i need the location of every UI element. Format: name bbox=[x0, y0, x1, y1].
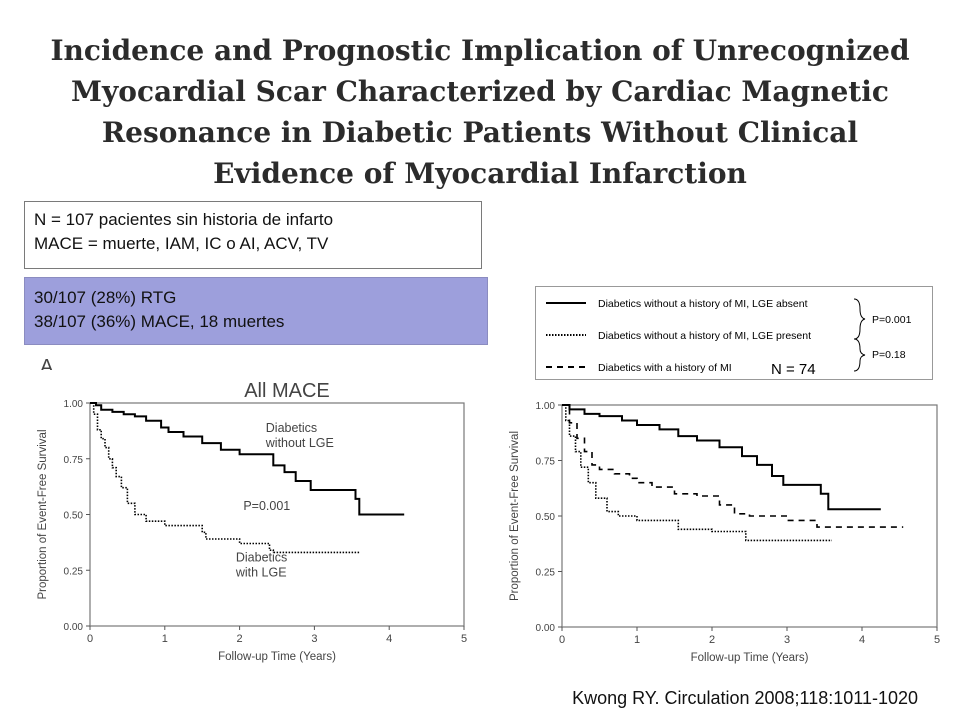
series-line-solid bbox=[90, 402, 405, 516]
citation: Kwong RY. Circulation 2008;118:1011-1020 bbox=[572, 688, 918, 708]
title-line: Evidence of Myocardial Infarction bbox=[213, 157, 747, 190]
annotation-line: Diabetics bbox=[236, 550, 287, 564]
annotation-line: without LGE bbox=[265, 436, 334, 450]
x-tick-label: 5 bbox=[934, 634, 940, 646]
info-line: MACE = muerte, IAM, IC o AI, ACV, TV bbox=[34, 234, 329, 253]
study-info-box: N = 107 pacientes sin historia de infart… bbox=[24, 201, 482, 269]
y-tick-label: 0.75 bbox=[64, 455, 84, 466]
y-tick-label: 1.00 bbox=[536, 401, 556, 412]
y-tick-label: 0.75 bbox=[536, 457, 556, 468]
x-tick-label: 0 bbox=[559, 634, 565, 646]
series-line-solid bbox=[562, 404, 881, 511]
x-tick-label: 3 bbox=[311, 633, 317, 645]
y-axis-label: Proportion of Event-Free Survival bbox=[509, 431, 521, 601]
survival-chart-all-mace: 0 1 2 3 4 5 0.00 0.25 0.50 0.75 1.00 Follow-up Time… bbox=[37, 380, 467, 663]
legend-label: Diabetics without a history of MI, LGE p… bbox=[598, 330, 811, 342]
y-tick-label: 0.25 bbox=[64, 566, 84, 577]
y-tick-label: 0.50 bbox=[536, 512, 556, 523]
chart-legend: Diabetics without a history of MI, LGE a… bbox=[535, 286, 933, 380]
y-tick-label: 0.50 bbox=[64, 511, 84, 522]
title-line: Incidence and Prognostic Implication of … bbox=[50, 34, 910, 67]
panel-letter: A bbox=[40, 356, 54, 370]
stats-line: 38/107 (36%) MACE, 18 muertes bbox=[34, 312, 285, 331]
title-line: Myocardial Scar Characterized by Cardiac… bbox=[71, 75, 889, 108]
n-count-label: N = 74 bbox=[771, 361, 816, 378]
chart-annotation: Diabetics without LGE bbox=[265, 421, 334, 450]
x-tick-label: 0 bbox=[87, 633, 93, 645]
x-tick-label: 3 bbox=[784, 634, 790, 646]
series-line-dashed bbox=[562, 404, 904, 528]
y-axis-label: Proportion of Event-Free Survival bbox=[37, 429, 49, 599]
x-tick-label: 5 bbox=[461, 633, 467, 645]
y-tick-label: 1.00 bbox=[64, 399, 84, 410]
p-value-label: P=0.001 bbox=[872, 314, 912, 326]
results-box: 30/107 (28%) RTG 38/107 (36%) MACE, 18 m… bbox=[24, 277, 488, 345]
slide-title: Incidence and Prognostic Implication of … bbox=[20, 30, 940, 194]
x-axis-label: Follow-up Time (Years) bbox=[691, 652, 809, 664]
y-tick-label: 0.00 bbox=[64, 622, 84, 633]
survival-chart-history-mi: 0 1 2 3 4 5 0.00 0.25 0.50 0.75 1.00 Follow-up Time… bbox=[509, 401, 940, 664]
x-tick-label: 4 bbox=[859, 634, 865, 646]
series-line-dotted bbox=[562, 404, 832, 542]
chart-annotation: Diabetics with LGE bbox=[235, 550, 287, 579]
y-tick-label: 0.00 bbox=[536, 623, 556, 634]
annotation-line: Diabetics bbox=[266, 421, 317, 435]
y-tick-label: 0.25 bbox=[536, 568, 556, 579]
x-tick-label: 2 bbox=[237, 633, 243, 645]
p-value-label: P=0.18 bbox=[872, 349, 906, 361]
legend-label: Diabetics without a history of MI, LGE a… bbox=[598, 298, 808, 310]
annotation-line: with LGE bbox=[235, 565, 287, 579]
legend-label: Diabetics with a history of MI bbox=[598, 362, 732, 374]
annotation-line: P=0.001 bbox=[243, 499, 290, 513]
x-tick-label: 1 bbox=[162, 633, 168, 645]
legend-brace bbox=[853, 338, 866, 372]
legend-svg: Diabetics without a history of MI, LGE a… bbox=[546, 298, 912, 378]
x-tick-label: 1 bbox=[634, 634, 640, 646]
chart-annotation: P=0.001 bbox=[243, 499, 290, 513]
legend-brace bbox=[853, 298, 866, 340]
stats-line: 30/107 (28%) RTG bbox=[34, 288, 177, 307]
info-line: N = 107 pacientes sin historia de infart… bbox=[34, 210, 334, 229]
series-line-dotted bbox=[90, 402, 360, 554]
chart-title: All MACE bbox=[244, 380, 330, 402]
x-axis-label: Follow-up Time (Years) bbox=[218, 651, 336, 663]
x-tick-label: 2 bbox=[709, 634, 715, 646]
title-line: Resonance in Diabetic Patients Without C… bbox=[101, 116, 859, 149]
x-tick-label: 4 bbox=[386, 633, 392, 645]
